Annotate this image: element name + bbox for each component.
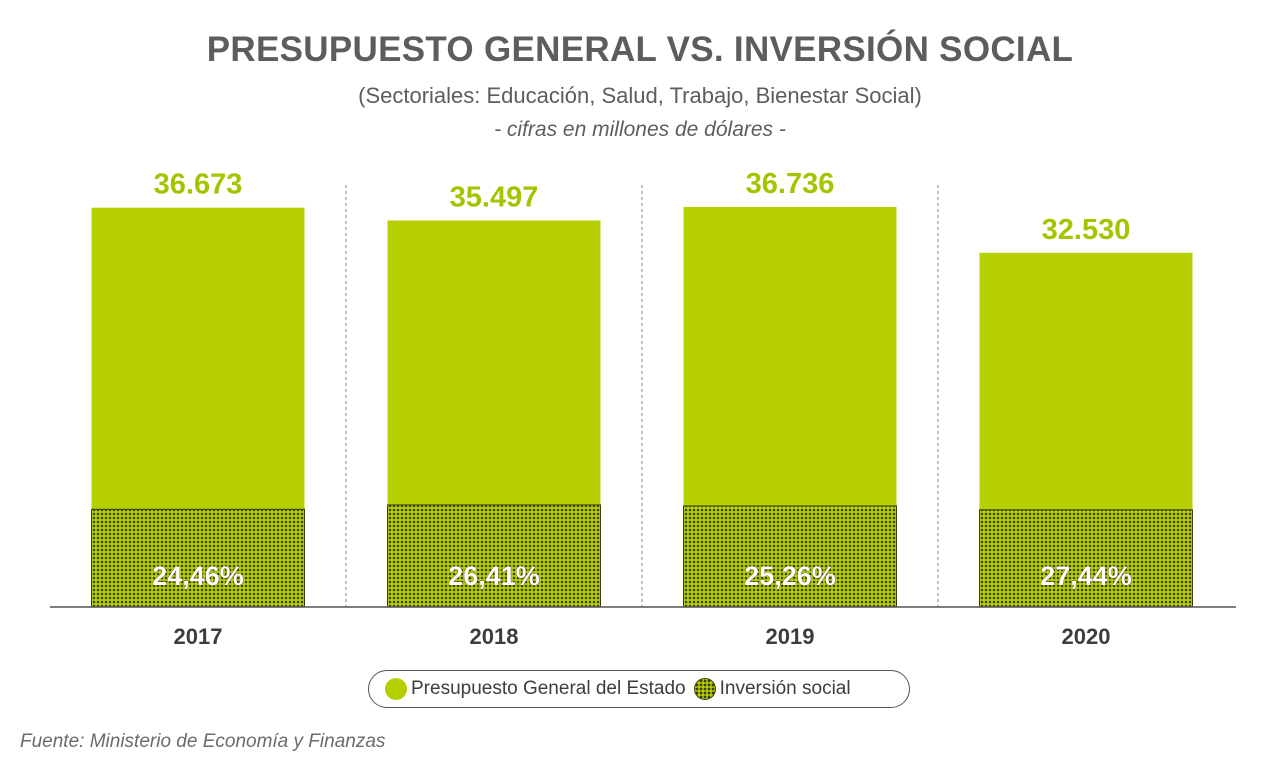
chart-subtitle: (Sectoriales: Educación, Salud, Trabajo,… (358, 83, 922, 108)
source-note: Fuente: Ministerio de Economía y Finanza… (20, 731, 386, 752)
legend-item-social: Inversión social (693, 678, 851, 700)
bar-chart: 36.673 24,46% 2017 35.497 26,41% 2018 36.736 25… (50, 168, 1236, 649)
bar-social-2020 (979, 509, 1193, 608)
x-tick-label-2018: 2018 (470, 624, 519, 649)
x-tick-label-2017: 2017 (174, 624, 223, 649)
chart-units-note: - cifras en millones de dólares - (494, 118, 786, 141)
value-label-social-2019: 25,26% (744, 561, 836, 591)
bar-social-2019 (683, 505, 897, 608)
value-label-social-2018: 26,41% (448, 561, 540, 591)
legend-label-budget: Presupuesto General del Estado (411, 678, 686, 699)
value-label-social-2017: 24,46% (152, 561, 244, 591)
value-label-social-2020: 27,44% (1040, 561, 1132, 591)
legend-swatch-social (693, 678, 716, 700)
value-label-budget-2017: 36.673 (154, 169, 243, 201)
legend-swatch-budget (385, 678, 407, 700)
value-label-budget-2019: 36.736 (746, 168, 835, 200)
x-tick-label-2020: 2020 (1062, 624, 1111, 649)
value-label-budget-2018: 35.497 (450, 181, 539, 213)
bar-social-2017 (91, 508, 305, 608)
legend-item-budget: Presupuesto General del Estado (385, 678, 686, 700)
value-label-budget-2020: 32.530 (1042, 214, 1131, 246)
bar-social-2018 (387, 504, 601, 608)
x-tick-label-2019: 2019 (766, 624, 815, 649)
legend-label-social: Inversión social (719, 678, 851, 699)
legend: Presupuesto General del Estado Inversión… (368, 670, 910, 708)
chart-title: PRESUPUESTO GENERAL VS. INVERSIÓN SOCIAL (206, 30, 1074, 69)
